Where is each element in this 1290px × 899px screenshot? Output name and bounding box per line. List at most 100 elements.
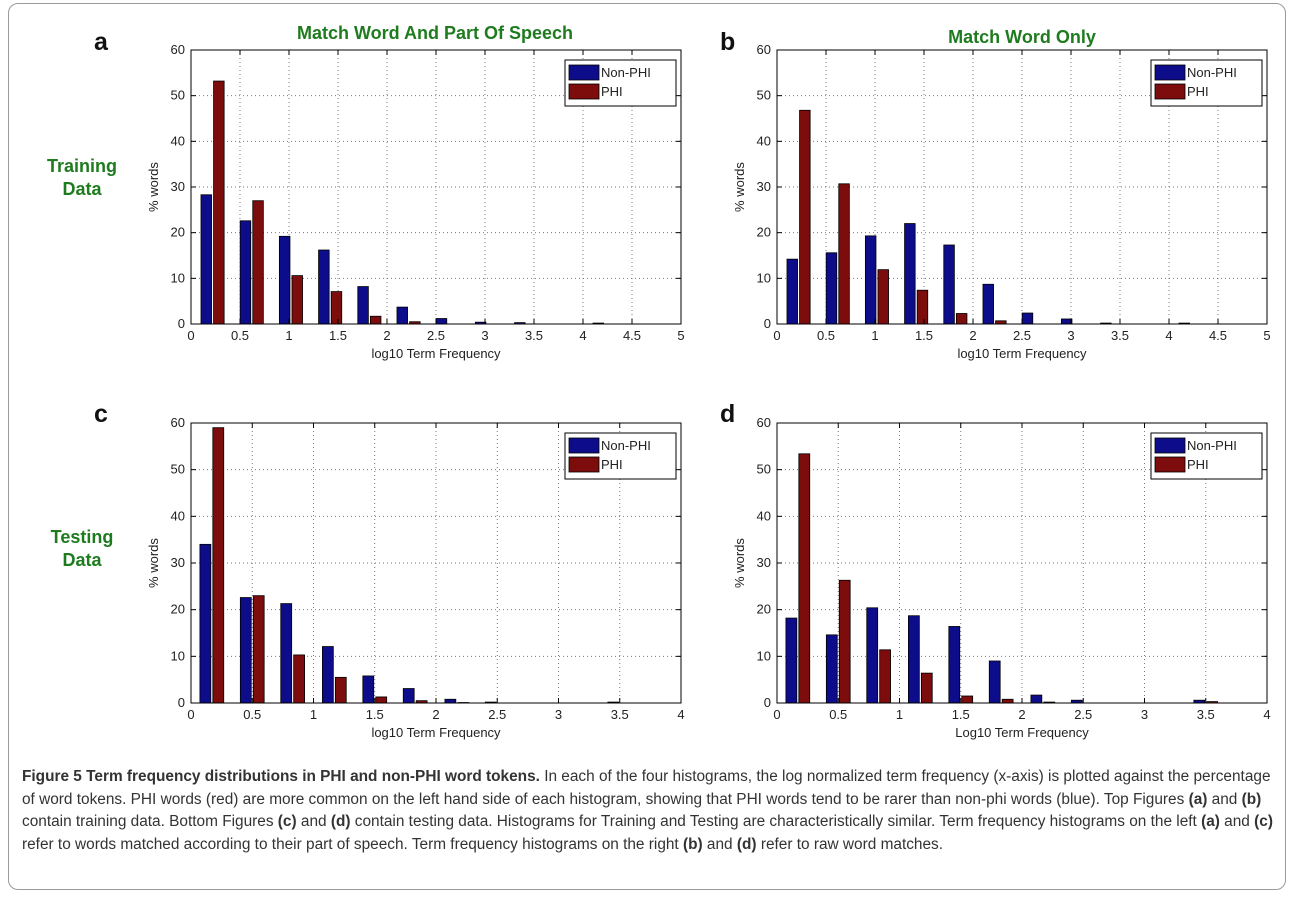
y-tick-label-a: 50 — [171, 88, 185, 103]
caption-ref-b: (b) — [1241, 790, 1262, 808]
x-tick-label-a: 2.5 — [427, 328, 445, 343]
caption-ref-c2: (c) — [1254, 813, 1273, 830]
y-axis-label-c: % words — [146, 538, 161, 588]
legend-swatch-c-phi — [568, 456, 600, 473]
caption-ref-a2: (a) — [1201, 813, 1220, 830]
legend-label-d-non-phi: Non-PHI — [1187, 438, 1237, 453]
x-tick-label-d: 3 — [1141, 707, 1148, 722]
bar-b-non-phi-4 — [943, 244, 955, 325]
bar-b-phi-4 — [955, 313, 968, 325]
y-axis-label-d: % words — [732, 538, 747, 588]
x-tick-label-d: 1 — [896, 707, 903, 722]
chart-panel-a: 0 0.5 1 1.5 2 2.5 3 3.5 4 4.5 50102030405060log10 … — [146, 42, 685, 361]
bar-b-non-phi-3 — [904, 223, 916, 325]
panel-letter-a: a — [94, 28, 108, 56]
row-label-testing-line1: Testing — [50, 527, 114, 547]
panel-letter-c: c — [94, 400, 108, 428]
row-label-training-line1: Training — [46, 156, 117, 176]
x-tick-label-b: 3.5 — [1111, 328, 1129, 343]
legend-swatch-a-phi — [568, 83, 600, 100]
y-tick-label-b: 0 — [764, 316, 771, 331]
legend-label-b-non-phi: Non-PHI — [1187, 65, 1237, 80]
bar-c-non-phi-0 — [199, 543, 212, 704]
bar-c-phi-0 — [212, 427, 225, 704]
x-axis-label-b: log10 Term Frequency — [957, 346, 1087, 361]
bar-d-phi-1 — [838, 579, 851, 704]
caption-text-5: refer to raw word matches. — [756, 835, 944, 853]
bar-a-phi-0 — [213, 80, 225, 325]
caption-and-4: and — [702, 835, 737, 853]
y-tick-label-c: 50 — [171, 462, 185, 477]
y-tick-label-c: 20 — [171, 602, 185, 617]
legend-label-a-non-phi: Non-PHI — [601, 65, 651, 80]
x-axis-label-d: Log10 Term Frequency — [955, 725, 1089, 740]
bar-c-phi-1 — [252, 595, 265, 704]
y-tick-label-d: 10 — [757, 648, 771, 663]
x-tick-label-d: 2 — [1018, 707, 1025, 722]
x-tick-label-d: 0.5 — [829, 707, 847, 722]
x-tick-label-d: 2.5 — [1074, 707, 1092, 722]
x-tick-label-c: 2.5 — [488, 707, 506, 722]
bar-d-non-phi-2 — [866, 607, 879, 704]
y-tick-label-a: 40 — [171, 133, 185, 148]
figure-caption: Figure 5 Term frequency distributions in… — [22, 766, 1277, 856]
bar-b-non-phi-0 — [786, 258, 798, 325]
bar-a-phi-3 — [330, 291, 343, 325]
legend-swatch-d-non-phi — [1154, 437, 1186, 454]
row-label-training: Training Data — [22, 155, 142, 201]
bar-d-phi-5 — [1001, 698, 1014, 704]
caption-and-1: and — [1207, 790, 1242, 808]
panel-letter-b: b — [720, 28, 736, 56]
bar-d-non-phi-4 — [948, 626, 961, 704]
bar-b-phi-2 — [877, 269, 889, 325]
bar-b-non-phi-5 — [982, 283, 994, 325]
bar-d-non-phi-1 — [825, 634, 838, 704]
y-tick-label-a: 60 — [171, 42, 185, 57]
x-tick-label-d: 3.5 — [1197, 707, 1215, 722]
bar-c-non-phi-3 — [322, 646, 334, 704]
bar-c-phi-3 — [334, 676, 347, 704]
bar-b-non-phi-7 — [1060, 318, 1073, 325]
panel-letter-d: d — [720, 400, 736, 428]
x-tick-label-c: 2 — [432, 707, 439, 722]
caption-text-2: contain training data. Bottom Figures — [22, 813, 278, 830]
bar-b-non-phi-2 — [864, 235, 877, 325]
bar-a-non-phi-4 — [357, 286, 369, 325]
caption-text-3: contain testing data. Histograms for Tra… — [350, 813, 1202, 830]
x-tick-label-d: 0 — [773, 707, 780, 722]
row-label-training-line2: Data — [62, 179, 102, 199]
bar-b-phi-3 — [916, 289, 929, 325]
bar-b-non-phi-6 — [1021, 312, 1034, 325]
y-tick-label-a: 20 — [171, 225, 185, 240]
histogram-figure: 0 0.5 1 1.5 2 2.5 3 3.5 4 4.5 50102030405060log10 … — [146, 42, 1271, 740]
x-tick-label-b: 0 — [773, 328, 780, 343]
x-tick-label-a: 1.5 — [329, 328, 347, 343]
bar-a-phi-1 — [252, 200, 264, 325]
y-tick-label-b: 30 — [757, 179, 771, 194]
x-axis-label-c: log10 Term Frequency — [371, 725, 501, 740]
y-tick-label-d: 60 — [757, 415, 771, 430]
chart-panel-b: 0 0.5 1 1.5 2 2.5 3 3.5 4 4.5 50102030405060log10 … — [732, 42, 1271, 361]
y-tick-label-c: 10 — [171, 648, 185, 663]
legend-label-d-phi: PHI — [1187, 457, 1209, 472]
bar-d-phi-2 — [879, 649, 891, 704]
caption-title: Figure 5 Term frequency distributions in… — [22, 768, 540, 785]
y-tick-label-d: 50 — [757, 462, 771, 477]
y-tick-label-b: 60 — [757, 42, 771, 57]
bar-c-non-phi-5 — [402, 688, 415, 704]
y-tick-label-a: 30 — [171, 179, 185, 194]
x-tick-label-b: 0.5 — [817, 328, 835, 343]
caption-ref-c: (c) — [277, 813, 297, 830]
x-tick-label-d: 4 — [1263, 707, 1270, 722]
bar-d-non-phi-5 — [988, 660, 1001, 704]
legend-swatch-d-phi — [1154, 456, 1186, 473]
bar-a-non-phi-3 — [318, 249, 330, 325]
y-tick-label-c: 30 — [171, 555, 185, 570]
bar-a-non-phi-2 — [278, 235, 291, 325]
x-tick-label-a: 4 — [579, 328, 586, 343]
x-tick-label-b: 2.5 — [1013, 328, 1031, 343]
bar-a-non-phi-1 — [239, 220, 252, 325]
y-tick-label-d: 20 — [757, 602, 771, 617]
x-tick-label-c: 1.5 — [366, 707, 384, 722]
y-tick-label-b: 40 — [757, 133, 771, 148]
